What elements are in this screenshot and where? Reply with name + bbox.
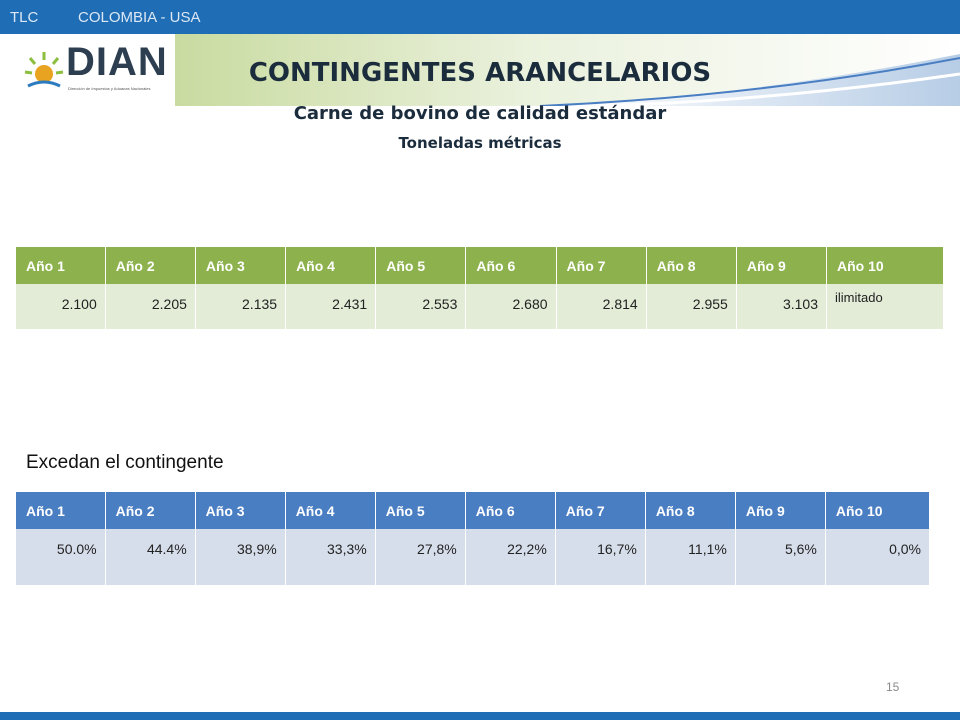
sun-logo-icon [24, 52, 64, 88]
page-number: 15 [886, 680, 900, 694]
excess-header-cell: Año 9 [735, 492, 826, 529]
quota-header-cell: Año 3 [195, 247, 287, 284]
quota-header-cell: Año 7 [556, 247, 647, 284]
quota-value-cell: 2.955 [646, 284, 737, 329]
excess-header-cell: Año 7 [555, 492, 646, 529]
quota-header-cell: Año 9 [736, 247, 828, 284]
excess-value-cell: 27,8% [375, 529, 466, 585]
quota-value-cell: 3.103 [736, 284, 828, 329]
quota-value-cell: 2.814 [556, 284, 647, 329]
header-banner [0, 34, 960, 106]
quota-value-cell: 2.135 [195, 284, 287, 329]
logo-text: DIAN [66, 40, 168, 84]
excess-value-cell: 0,0% [825, 529, 931, 585]
country-label: COLOMBIA - USA [78, 9, 201, 26]
excess-section-label: Excedan el contingente [26, 452, 224, 473]
banner-graphic [175, 34, 960, 106]
quota-value-cell: 2.431 [285, 284, 377, 329]
quota-header-row: Año 1 Año 2 Año 3 Año 4 Año 5 Año 6 Año … [16, 247, 944, 284]
unit-label: Toneladas métricas [398, 134, 562, 152]
excess-header-cell: Año 4 [285, 492, 376, 529]
quota-value-cell: 2.205 [105, 284, 196, 329]
excess-header-cell: Año 6 [465, 492, 556, 529]
page-title: CONTINGENTES ARANCELARIOS [248, 58, 712, 88]
quota-header-cell: Año 2 [105, 247, 196, 284]
quota-header-cell: Año 5 [375, 247, 467, 284]
quota-value-cell: 2.680 [465, 284, 557, 329]
quota-value-row: 2.100 2.205 2.135 2.431 2.553 2.680 2.81… [16, 284, 944, 329]
excess-header-cell: Año 10 [825, 492, 931, 529]
excess-header-cell: Año 5 [375, 492, 466, 529]
excess-header-cell: Año 1 [16, 492, 106, 529]
excess-value-row: 50.0% 44.4% 38,9% 33,3% 27,8% 22,2% 16,7… [16, 529, 931, 585]
quota-header-cell: Año 6 [465, 247, 557, 284]
bottom-bar [0, 712, 960, 720]
excess-tariff-table: Año 1 Año 2 Año 3 Año 4 Año 5 Año 6 Año … [16, 492, 931, 585]
excess-value-cell: 5,6% [735, 529, 826, 585]
excess-value-cell: 11,1% [645, 529, 736, 585]
excess-value-cell: 33,3% [285, 529, 376, 585]
quota-header-cell: Año 4 [285, 247, 377, 284]
excess-value-cell: 38,9% [195, 529, 286, 585]
tlc-label: TLC [10, 9, 39, 26]
quota-value-cell: ilimitado [826, 284, 944, 329]
excess-value-cell: 16,7% [555, 529, 646, 585]
quota-table: Año 1 Año 2 Año 3 Año 4 Año 5 Año 6 Año … [16, 247, 944, 329]
excess-value-cell: 44.4% [105, 529, 196, 585]
excess-header-cell: Año 2 [105, 492, 196, 529]
excess-header-cell: Año 8 [645, 492, 736, 529]
logo-subtitle: Dirección de Impuestos y Aduanas Naciona… [68, 86, 151, 91]
dian-logo: DIAN Dirección de Impuestos y Aduanas Na… [18, 40, 168, 102]
excess-value-cell: 50.0% [16, 529, 106, 585]
quota-value-cell: 2.553 [375, 284, 467, 329]
quota-header-cell: Año 1 [16, 247, 106, 284]
excess-header-row: Año 1 Año 2 Año 3 Año 4 Año 5 Año 6 Año … [16, 492, 931, 529]
quota-header-cell: Año 8 [646, 247, 737, 284]
top-bar: TLC COLOMBIA - USA [0, 0, 960, 34]
excess-header-cell: Año 3 [195, 492, 286, 529]
page-subtitle: Carne de bovino de calidad estándar [293, 103, 667, 124]
quota-value-cell: 2.100 [16, 284, 106, 329]
quota-header-cell: Año 10 [826, 247, 944, 284]
excess-value-cell: 22,2% [465, 529, 556, 585]
